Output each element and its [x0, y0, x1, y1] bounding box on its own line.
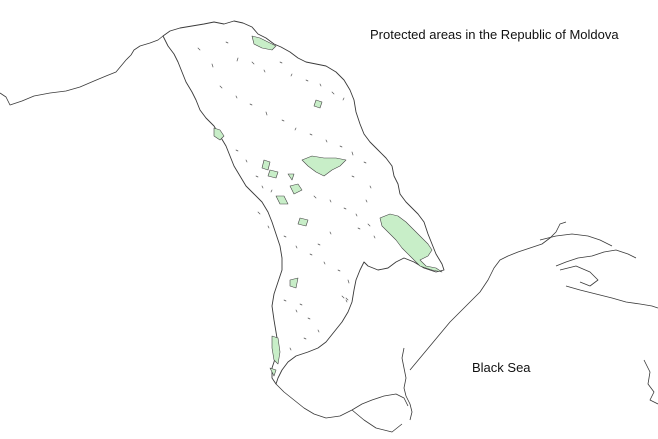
- coastline-west: [401, 347, 413, 421]
- crimea-isthmus: [555, 249, 637, 267]
- protected-area-center-4: [289, 183, 303, 195]
- map-title: Protected areas in the Republic of Moldo…: [370, 27, 619, 42]
- east-coast: [643, 359, 658, 405]
- protected-area-center-2: [261, 159, 271, 171]
- protected-area-south-3: [269, 367, 277, 377]
- dnieper-estuary: [539, 233, 613, 287]
- border-ukraine-northwest: [0, 35, 164, 106]
- protected-area-dniester: [379, 213, 443, 273]
- sea-label: Black Sea: [472, 360, 531, 375]
- protected-area-north-3: [313, 99, 323, 109]
- protected-area-center-3: [267, 169, 279, 179]
- protected-area-north-1: [251, 35, 277, 51]
- border-ukraine-south: [275, 383, 409, 419]
- crimea-coast: [565, 285, 658, 309]
- protected-area-center-7: [287, 173, 295, 181]
- moldova-boundary: [162, 20, 445, 385]
- protected-area-north-2: [213, 127, 225, 141]
- small-protected-sites: [197, 41, 376, 351]
- protected-area-center-6: [297, 217, 309, 227]
- protected-area-center-5: [275, 195, 289, 205]
- protected-area-south-1: [289, 277, 299, 289]
- coastline-north: [409, 221, 567, 371]
- protected-area-center-1: [301, 155, 347, 177]
- protected-area-south-2: [271, 335, 281, 365]
- bottom-coast: [351, 409, 403, 433]
